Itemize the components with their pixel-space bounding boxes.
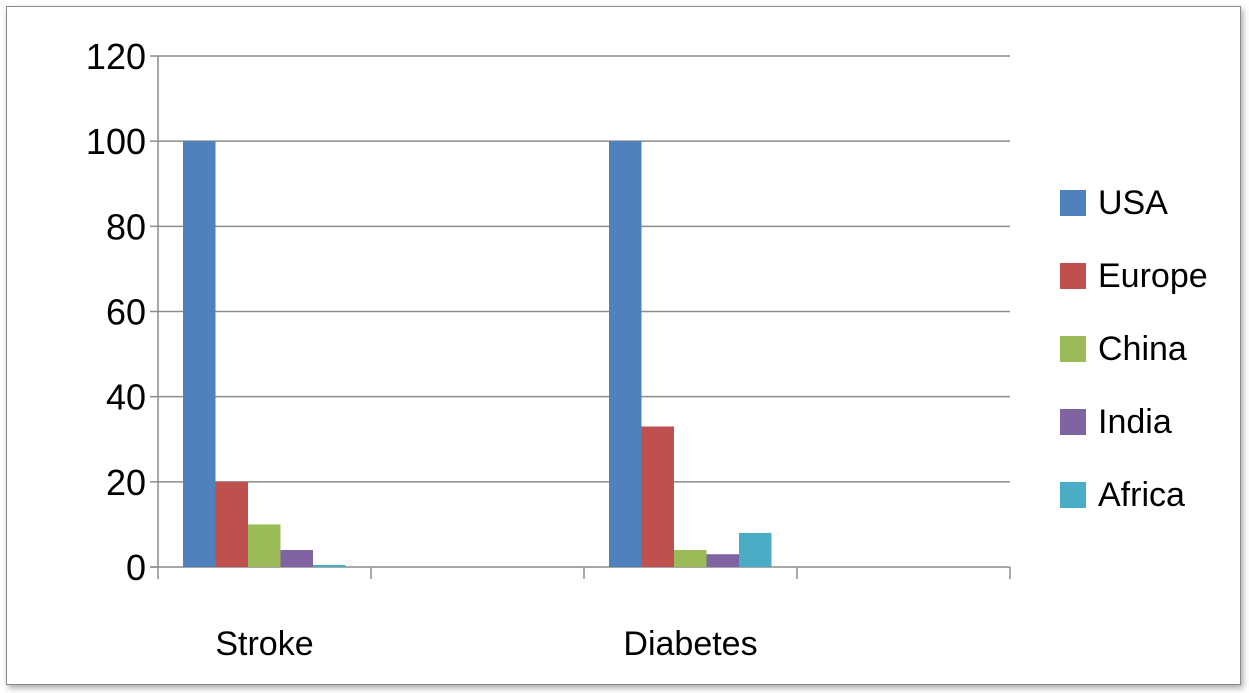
y-tick-label: 0 (126, 547, 146, 588)
bars (183, 141, 772, 567)
legend-label-europe: Europe (1098, 257, 1208, 295)
y-tick-label: 60 (106, 292, 146, 333)
bar-europe-stroke (215, 481, 248, 567)
x-category-labels: Stroke Diabetes (215, 625, 757, 663)
legend-label-china: China (1098, 330, 1187, 368)
bar-usa-stroke (183, 141, 216, 567)
x-category-label: Stroke (215, 625, 313, 663)
y-tick-label: 20 (106, 462, 146, 503)
legend-swatch-china (1060, 336, 1086, 362)
legend-swatch-europe (1060, 263, 1086, 289)
bar-india-diabetes (706, 554, 739, 567)
legend-swatch-india (1060, 409, 1086, 435)
bar-africa-stroke (313, 564, 346, 567)
bar-china-diabetes (674, 549, 707, 567)
bar-africa-diabetes (739, 532, 772, 567)
bar-usa-diabetes (609, 141, 642, 567)
x-category-label: Diabetes (623, 625, 757, 663)
legend-swatch-africa (1060, 482, 1086, 508)
bar-europe-diabetes (641, 426, 674, 567)
bar-india-stroke (280, 549, 313, 567)
gridlines (158, 55, 1010, 483)
y-tick-labels: 0 20 40 60 80 100 120 (86, 36, 146, 588)
legend-label-usa: USA (1098, 184, 1168, 222)
y-tick-label: 100 (86, 121, 146, 162)
axes (150, 55, 1011, 579)
legend-label-india: India (1098, 403, 1172, 441)
y-tick-label: 40 (106, 377, 146, 418)
legend-swatch-usa (1060, 190, 1086, 216)
y-tick-label: 120 (86, 36, 146, 77)
y-tick-label: 80 (106, 206, 146, 247)
legend-label-africa: Africa (1098, 476, 1185, 514)
legend: USA Europe China India Africa (1060, 184, 1208, 514)
bar-china-stroke (248, 524, 281, 567)
